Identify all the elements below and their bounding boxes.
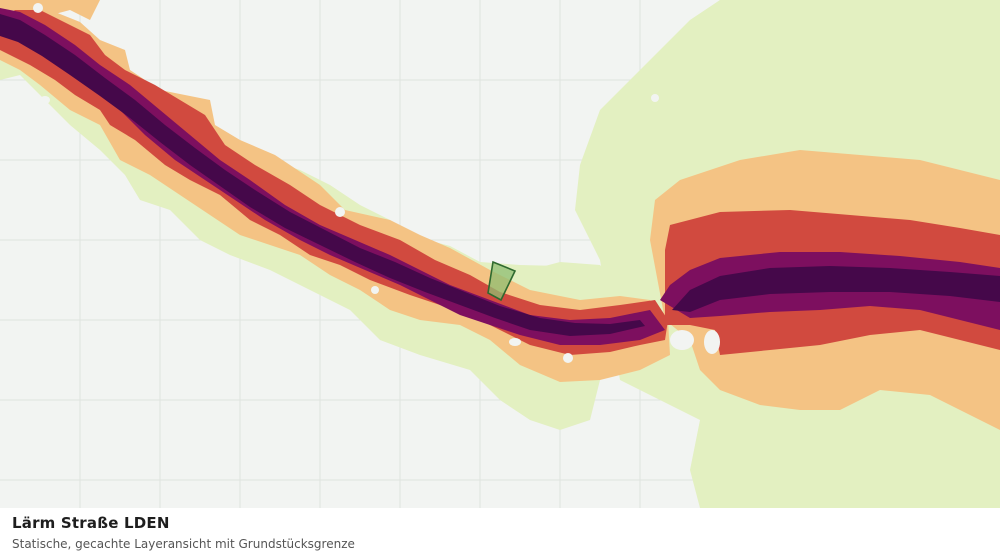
building-gaps (33, 3, 720, 363)
noise-map[interactable] (0, 0, 1000, 508)
legend-subtitle: Statische, gecachte Layeransicht mit Gru… (12, 537, 355, 551)
legend-title: Lärm Straße LDEN (12, 514, 170, 532)
parcel-boundary[interactable] (487, 260, 517, 302)
legend-caption: Lärm Straße LDEN Statische, gecachte Lay… (0, 508, 1000, 560)
noise-band-5 (0, 14, 1000, 336)
